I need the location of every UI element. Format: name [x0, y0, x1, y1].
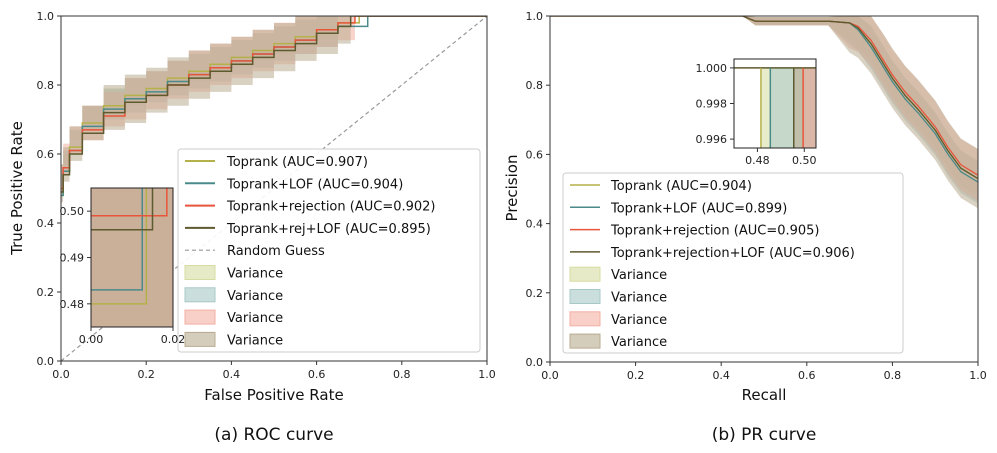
pr-panel: 0.0 0.2 0.4 0.6 0.8 1.0 0.0 0.2 0.4 0.6 0.8 1.0 Rec…: [503, 10, 987, 445]
roc-inset-line-rejection: [91, 188, 168, 217]
pr-legend-variance-swatch: [569, 289, 601, 304]
pr-inset-xtick-label: 0.50: [792, 154, 817, 167]
roc-legend-variance-label: Variance: [227, 289, 283, 304]
roc-inset-variance-fill: [91, 188, 173, 327]
pr-ytick-label: 0.6: [526, 148, 544, 161]
pr-legend-label-toprank: Toprank (AUC=0.904): [610, 179, 752, 194]
pr-xtick-label: 0.6: [798, 369, 816, 382]
roc-inset-ytick-label: 0.50: [60, 205, 85, 218]
pr-xtick-label: 0.4: [712, 369, 730, 382]
pr-legend-variance-label: Variance: [611, 291, 667, 306]
roc-line-rejlof: [61, 16, 487, 193]
roc-legend: Toprank (AUC=0.907) Toprank+LOF (AUC=0.90…: [177, 148, 481, 353]
roc-inset-xtick-label: 0.00: [79, 333, 104, 346]
pr-ytick-label: 0.0: [526, 356, 544, 369]
pr-ylabel: Precision: [503, 155, 521, 222]
pr-ytick-label: 0.8: [526, 79, 544, 92]
roc-legend-variance-label: Variance: [227, 311, 283, 326]
pr-legend-variance-swatch: [569, 266, 601, 282]
pr-legend-variance-swatch: [569, 333, 601, 349]
roc-xtick-label: 0.0: [52, 368, 70, 381]
roc-xtick-label: 0.8: [393, 368, 411, 381]
roc-inset-ytick-label: 0.49: [60, 252, 85, 265]
pr-legend-variance-label: Variance: [611, 335, 667, 350]
pr-legend-label-rejection: Toprank+rejection (AUC=0.905): [610, 224, 820, 239]
pr-xtick-label: 0.0: [541, 369, 559, 382]
roc-xlabel: False Positive Rate: [204, 386, 343, 404]
roc-xtick-label: 0.4: [223, 368, 241, 381]
pr-xtick-label: 0.8: [884, 369, 902, 382]
roc-legend-variance-swatch: [184, 287, 216, 303]
roc-legend-variance-label: Variance: [227, 333, 283, 348]
roc-ytick-label: 0.0: [37, 355, 55, 368]
roc-caption: (a) ROC curve: [214, 425, 333, 445]
roc-panel: 0.0 0.2 0.4 0.6 0.8 1.0 0.0 0.2 0.4 0.6 0.8 1.0 Fal…: [8, 10, 496, 445]
pr-ytick-label: 0.4: [526, 218, 544, 231]
pr-ytick-label: 0.2: [526, 287, 544, 300]
pr-legend-variance-label: Variance: [611, 268, 667, 283]
roc-legend-label-toprank: Toprank (AUC=0.907): [226, 155, 368, 170]
roc-ytick-label: 0.6: [37, 148, 55, 161]
roc-ticks: 0.0 0.2 0.4 0.6 0.8 1.0 0.0 0.2 0.4 0.6 0.8 1.0: [37, 10, 496, 381]
roc-inset-xtick-label: 0.02: [161, 333, 186, 346]
roc-inset-line-rejlof: [91, 188, 154, 231]
roc-inset-ytick-label: 0.48: [60, 298, 85, 311]
roc-inset-line-toprank: [91, 188, 148, 305]
pr-inset-ytick-label: 1.000: [696, 62, 728, 75]
roc-inset: 0.00 0.02 0.48 0.49 0.50: [60, 187, 186, 346]
roc-legend-variance-swatch: [184, 309, 216, 325]
roc-legend-label-rejlof: Toprank+rej+LOF (AUC=0.895): [226, 222, 431, 237]
pr-xtick-label: 1.0: [969, 369, 987, 382]
pr-inset-variance-rejection: [803, 67, 816, 148]
roc-xtick-label: 0.6: [308, 368, 326, 381]
pr-legend-variance-label: Variance: [611, 313, 667, 328]
roc-variance-bands: [61, 16, 487, 220]
roc-legend-label-lof: Toprank+LOF (AUC=0.904): [226, 177, 403, 192]
roc-series-lines: [61, 16, 487, 197]
roc-ylabel: True Positive Rate: [8, 121, 26, 256]
roc-legend-label-random: Random Guess: [227, 244, 325, 259]
pr-xlabel: Recall: [742, 386, 787, 404]
pr-legend-variance-swatch: [569, 311, 601, 327]
roc-variance-band-rejlof: [61, 16, 487, 220]
pr-variance-bands: [550, 16, 978, 209]
roc-ytick-label: 0.4: [37, 217, 55, 230]
roc-legend-label-rejection: Toprank+rejection (AUC=0.902): [226, 200, 436, 215]
roc-legend-variance-label: Variance: [227, 267, 283, 282]
pr-axes-frame: [549, 15, 979, 363]
pr-series-lines: [550, 16, 978, 183]
pr-inset-xtick-label: 0.48: [745, 154, 770, 167]
pr-caption: (b) PR curve: [712, 425, 817, 445]
pr-ticks: 0.0 0.2 0.4 0.6 0.8 1.0 0.0 0.2 0.4 0.6 0.8 1.0: [526, 10, 987, 382]
pr-legend-label-lof: Toprank+LOF (AUC=0.899): [610, 201, 787, 216]
roc-axes-frame: [60, 15, 488, 362]
roc-ytick-label: 0.2: [37, 286, 55, 299]
roc-legend-variance-swatch: [184, 331, 216, 347]
pr-ytick-label: 1.0: [526, 10, 544, 23]
roc-xtick-label: 0.2: [137, 368, 155, 381]
roc-xtick-label: 1.0: [478, 368, 496, 381]
roc-inset-line-lof: [91, 188, 143, 291]
pr-variance-band-rejlof: [550, 16, 978, 209]
pr-inset-ytick-label: 0.996: [696, 133, 728, 146]
pr-legend-label-rejlof: Toprank+rejection+LOF (AUC=0.906): [610, 246, 855, 261]
pr-inset: 0.48 0.50 1.000 0.998 0.996: [696, 58, 817, 167]
pr-inset-ytick-label: 0.998: [696, 98, 728, 111]
roc-ytick-label: 0.8: [37, 79, 55, 92]
pr-legend: Toprank (AUC=0.904) Toprank+LOF (AUC=0.89…: [562, 172, 904, 354]
pr-xtick-label: 0.2: [627, 369, 645, 382]
pr-line-rejlof: [550, 16, 978, 180]
roc-ytick-label: 1.0: [37, 10, 55, 23]
roc-legend-variance-swatch: [184, 265, 216, 280]
